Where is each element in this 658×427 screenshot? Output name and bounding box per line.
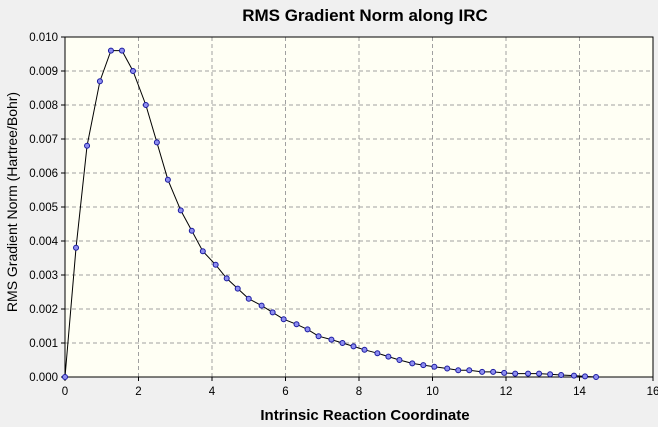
data-point [593,374,600,380]
x-tick-label: 10 [426,386,439,398]
x-tick-label: 16 [647,386,658,398]
y-tick-label: 0.006 [29,168,58,180]
data-point [304,326,311,333]
x-tick-label: 8 [356,386,362,398]
y-tick-label: 0.008 [29,100,58,112]
y-tick-label: 0.002 [29,304,58,316]
data-point [328,336,335,343]
data-point [501,369,508,376]
y-tick-label: 0.005 [29,202,58,214]
data-point [339,340,346,346]
data-point [466,367,473,374]
data-point [153,139,160,146]
data-point [245,295,252,302]
y-tick-label: 0.000 [29,372,58,384]
data-point [361,346,368,353]
grid [65,37,653,377]
data-point [547,371,554,378]
y-tick-label: 0.009 [29,66,58,78]
data-point [280,316,287,323]
data-point [293,321,300,328]
x-tick-label: 4 [209,386,216,398]
y-tick-label: 0.004 [29,236,58,248]
y-tick-label: 0.001 [29,338,58,350]
data-point [177,207,184,214]
data-point [525,370,532,377]
data-point [129,68,136,74]
data-point [188,227,195,234]
data-point [385,353,392,360]
x-tick-label: 14 [573,386,586,398]
data-point [199,248,206,255]
data-point [570,372,577,379]
data-point [315,333,322,340]
data-point [96,78,103,85]
data-point [455,367,462,374]
chart-title: RMS Gradient Norm along IRC [242,6,488,25]
y-tick-label: 0.003 [29,270,58,282]
data-point [490,368,497,375]
data-point [479,368,486,375]
data-point [73,244,80,251]
x-tick-label: 6 [282,386,288,398]
series-layer [62,47,600,380]
data-point [512,370,519,377]
data-point [212,261,219,268]
plot-frame [64,36,654,378]
data-point [420,362,427,369]
data-point [258,302,265,309]
tick-labels: 0 2 4 6 8 10 12 14 16 0.000 0.001 0.002 0.003 0.004 0.… [29,32,658,398]
x-tick-label: 0 [62,386,68,398]
data-point [374,350,381,357]
y-axis-label: RMS Gradient Norm (Hartree/Bohr) [4,92,20,312]
data-point [396,357,403,363]
y-tick-label: 0.007 [29,134,58,146]
x-tick-label: 2 [135,386,141,398]
data-point [164,176,171,183]
data-point [142,102,149,108]
data-point [444,365,451,372]
data-point [269,309,276,316]
data-point [431,363,438,370]
data-point [350,343,357,350]
data-point [118,47,125,54]
y-tick-label: 0.010 [29,32,58,44]
data-point [582,373,589,380]
data-point [107,47,114,54]
data-point [84,142,91,149]
data-point [62,374,68,380]
data-point [558,371,565,378]
data-point [223,275,230,282]
data-point [409,360,416,367]
data-point [536,370,543,377]
x-tick-label: 12 [500,386,513,398]
x-axis-label: Intrinsic Reaction Coordinate [260,407,469,424]
data-point [234,285,241,292]
